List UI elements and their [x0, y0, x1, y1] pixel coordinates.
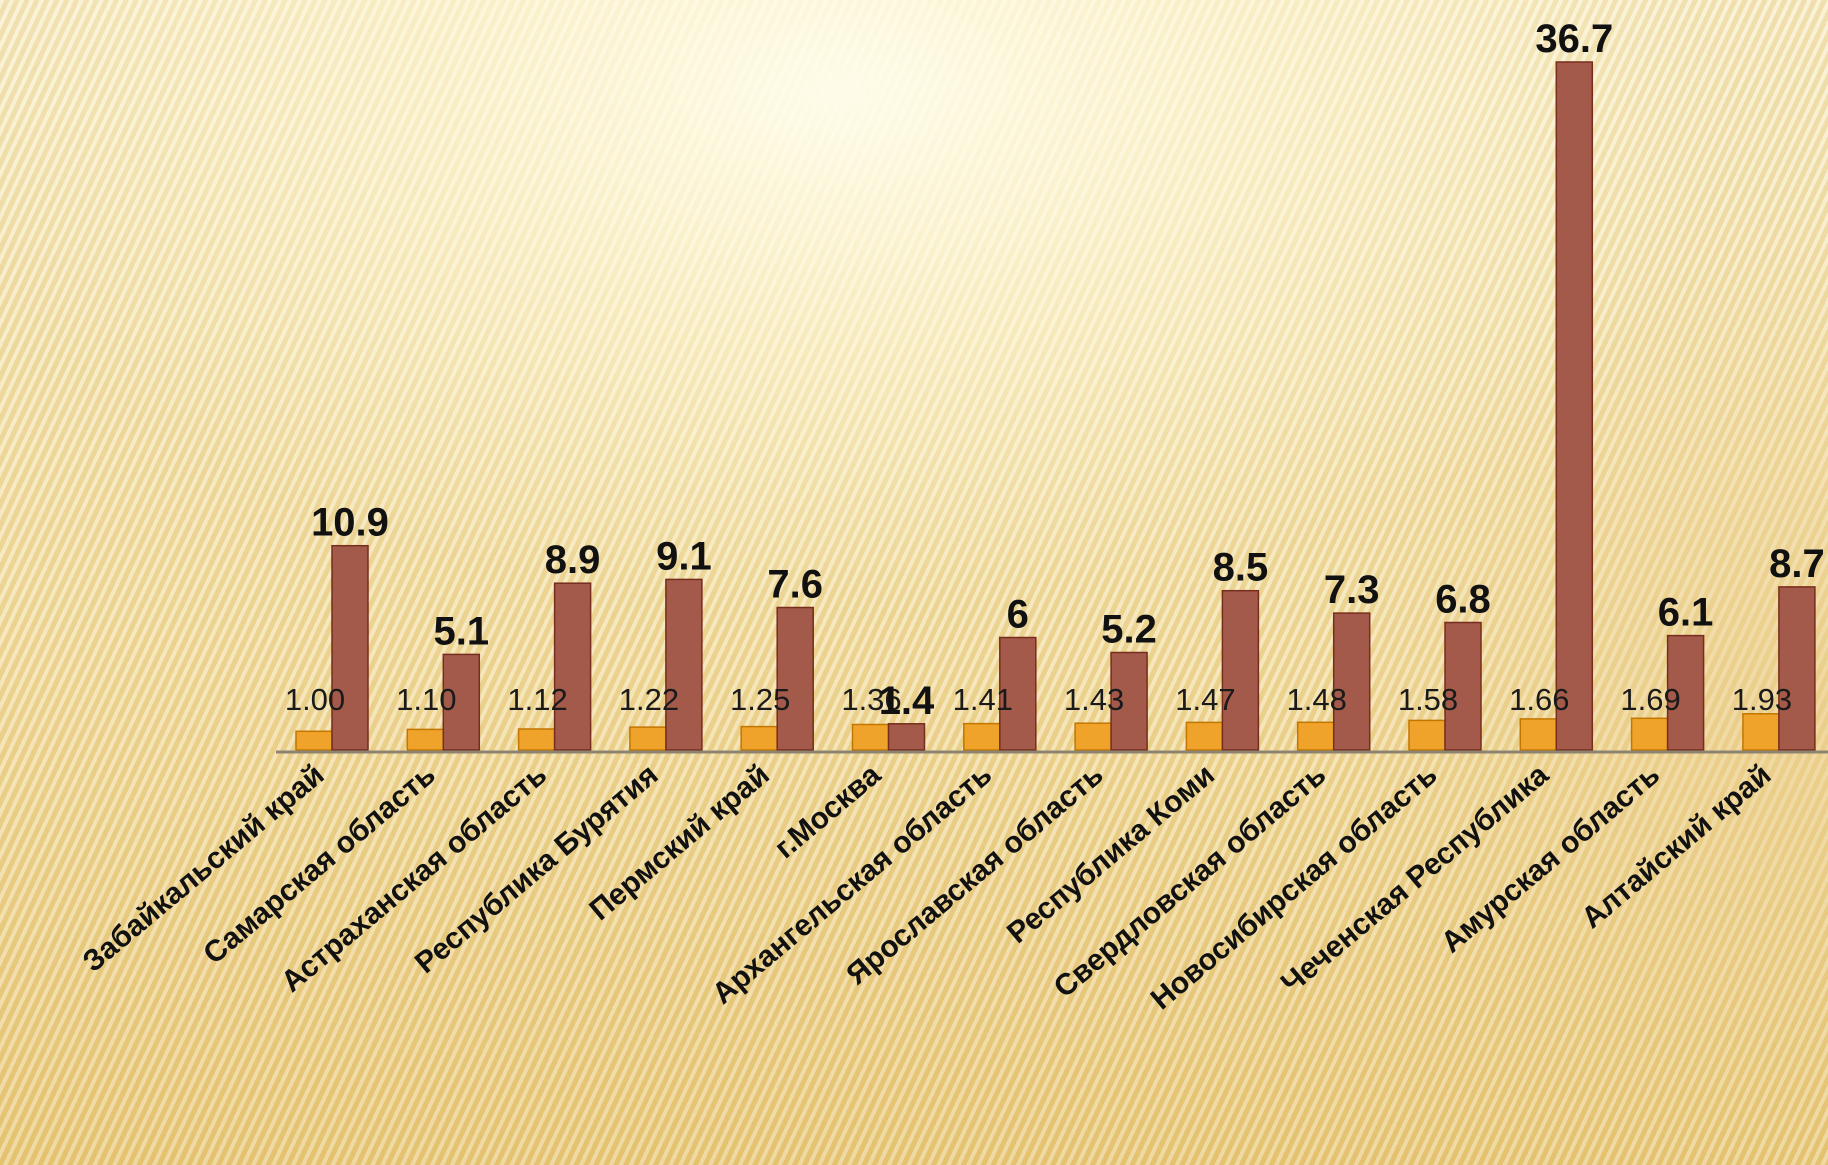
- category-label: Республика Коми: [1001, 758, 1221, 950]
- bar-series1: [406, 728, 445, 751]
- bar-series2: [1221, 589, 1260, 751]
- data-label-series1: 1.36: [841, 682, 901, 717]
- bar-series2: [442, 653, 481, 751]
- data-label-series1: 1.58: [1398, 682, 1458, 717]
- bar-series1: [629, 726, 667, 751]
- bar-series2: [1110, 651, 1148, 751]
- data-label-series1: 1.00: [285, 682, 345, 717]
- bar-series1: [851, 723, 890, 751]
- data-label-series2: 36.7: [1535, 17, 1613, 61]
- category-label: Амурская область: [1435, 758, 1666, 959]
- category-label: Алтайский край: [1575, 758, 1777, 935]
- bar-series1: [1296, 721, 1335, 751]
- data-label-series2: 5.2: [1101, 608, 1157, 652]
- bar-series1: [1185, 721, 1224, 751]
- bar-series2: [1555, 61, 1594, 751]
- data-label-series2: 7.3: [1324, 568, 1380, 612]
- data-label-series1: 1.43: [1064, 682, 1124, 717]
- bar-series1: [740, 725, 778, 751]
- bar-series2: [1666, 634, 1705, 751]
- bar-series1: [963, 722, 1001, 751]
- data-label-series1: 1.47: [1175, 682, 1235, 717]
- data-label-series2: 9.1: [656, 534, 712, 578]
- bar-series2: [1444, 621, 1482, 751]
- bar-series1: [1742, 713, 1780, 751]
- data-label-series2: 8.7: [1769, 542, 1825, 586]
- data-label-series1: 1.22: [619, 682, 679, 717]
- bar-series2: [1332, 612, 1371, 751]
- data-label-series1: 1.48: [1287, 682, 1347, 717]
- data-label-series1: 1.10: [396, 682, 456, 717]
- bar-series1: [517, 728, 556, 751]
- data-label-series2: 8.9: [545, 538, 601, 582]
- bar-series2: [887, 723, 926, 751]
- data-label-series1: 1.25: [730, 682, 790, 717]
- bar-series1: [1074, 722, 1112, 751]
- data-label-series2: 1.4: [879, 679, 935, 723]
- bar-series2: [1778, 586, 1816, 751]
- data-label-series1: 1.66: [1509, 682, 1569, 717]
- data-label-series2: 10.9: [311, 501, 389, 545]
- data-label-series2: 6.8: [1435, 578, 1491, 622]
- bar-series2: [999, 636, 1037, 751]
- data-label-series1: 1.12: [507, 682, 567, 717]
- bar-series1: [295, 730, 333, 751]
- labels-layer: 1.00 10.9 1.10 5.1 1.12 8.9 1.22 9.1 1.25 7.6 1.36…: [285, 17, 1825, 723]
- bar-series1: [1519, 718, 1558, 751]
- bar-series1: [1630, 717, 1669, 751]
- data-label-series2: 6.1: [1658, 591, 1714, 635]
- data-label-series1: 1.41: [953, 682, 1013, 717]
- data-label-series2: 7.6: [767, 563, 823, 607]
- bars-layer: [295, 61, 1816, 751]
- bar-series2: [331, 544, 369, 751]
- data-label-series1: 1.69: [1620, 682, 1680, 717]
- data-label-series1: 1.93: [1732, 682, 1792, 717]
- data-label-series2: 5.1: [433, 609, 489, 653]
- bar-series2: [665, 578, 703, 751]
- data-label-series2: 8.5: [1213, 546, 1269, 590]
- bar-series2: [553, 582, 592, 751]
- data-label-series2: 6: [1007, 593, 1029, 637]
- bar-series1: [1408, 719, 1446, 751]
- bar-series2: [776, 606, 814, 751]
